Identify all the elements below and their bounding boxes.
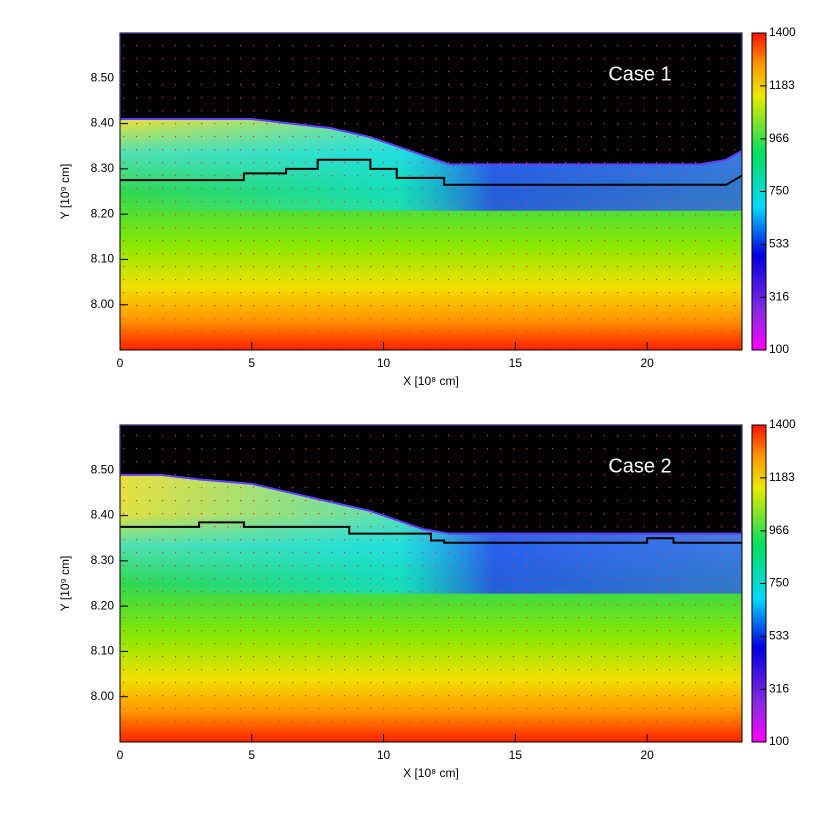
vector-dots: [120, 425, 742, 742]
x-tick-label: 10: [377, 356, 391, 370]
x-tick-label: 15: [509, 356, 523, 370]
y-tick-label: 8.20: [91, 206, 115, 220]
y-tick-label: 8.00: [91, 297, 115, 311]
colorbar-tick-label: 1183: [769, 78, 795, 92]
interface-line: [120, 521, 742, 544]
panel-title: Case 1: [608, 63, 671, 85]
x-tick-label: 0: [117, 748, 124, 762]
panel-title: Case 2: [608, 455, 671, 477]
x-tick-label: 20: [640, 356, 654, 370]
plot-area: [120, 33, 742, 350]
y-tick-label: 8.10: [91, 252, 115, 266]
y-tick-label: 8.00: [91, 689, 115, 703]
interface-line: [120, 158, 742, 186]
vector-dots: [120, 33, 742, 350]
colorbar-tick-label: 966: [769, 523, 789, 537]
colorbar-tick-label: 533: [769, 629, 789, 643]
colorbar-tick-label: 750: [769, 576, 789, 590]
frame: [119, 32, 743, 351]
y-tick-label: 8.50: [91, 70, 115, 84]
y-axis-label: Y [10⁹ cm]: [58, 556, 72, 612]
y-tick-label: 8.20: [91, 598, 115, 612]
colorbar-tick-label: 750: [769, 184, 789, 198]
frame: [119, 424, 743, 743]
x-tick-label: 15: [509, 748, 523, 762]
plot-area: [120, 425, 742, 742]
colorbar-tick-label: 100: [769, 734, 789, 748]
y-tick-label: 8.30: [91, 553, 115, 567]
x-tick-label: 20: [640, 748, 654, 762]
colorbar-tick-label: 316: [769, 290, 789, 304]
x-axis-label: X [10⁸ cm]: [403, 766, 459, 780]
colorbar-tick-label: 1183: [769, 470, 795, 484]
x-tick-label: 5: [248, 748, 255, 762]
y-tick-label: 8.30: [91, 161, 115, 175]
x-tick-label: 10: [377, 748, 391, 762]
y-tick-label: 8.10: [91, 644, 115, 658]
colorbar-tick-label: 1400: [769, 25, 796, 39]
colorbar-tick-label: 533: [769, 237, 789, 251]
y-axis-label: Y [10⁹ cm]: [58, 164, 72, 220]
y-tick-label: 8.40: [91, 116, 115, 130]
y-tick-label: 8.40: [91, 508, 115, 522]
colorbar-tick-label: 1400: [769, 417, 796, 431]
x-tick-label: 0: [117, 356, 124, 370]
colorbar-tick-label: 966: [769, 131, 789, 145]
colorbar-tick-label: 316: [769, 682, 789, 696]
y-tick-label: 8.50: [91, 462, 115, 476]
colorbar-tick-label: 100: [769, 342, 789, 356]
x-axis-label: X [10⁸ cm]: [403, 374, 459, 388]
x-tick-label: 5: [248, 356, 255, 370]
